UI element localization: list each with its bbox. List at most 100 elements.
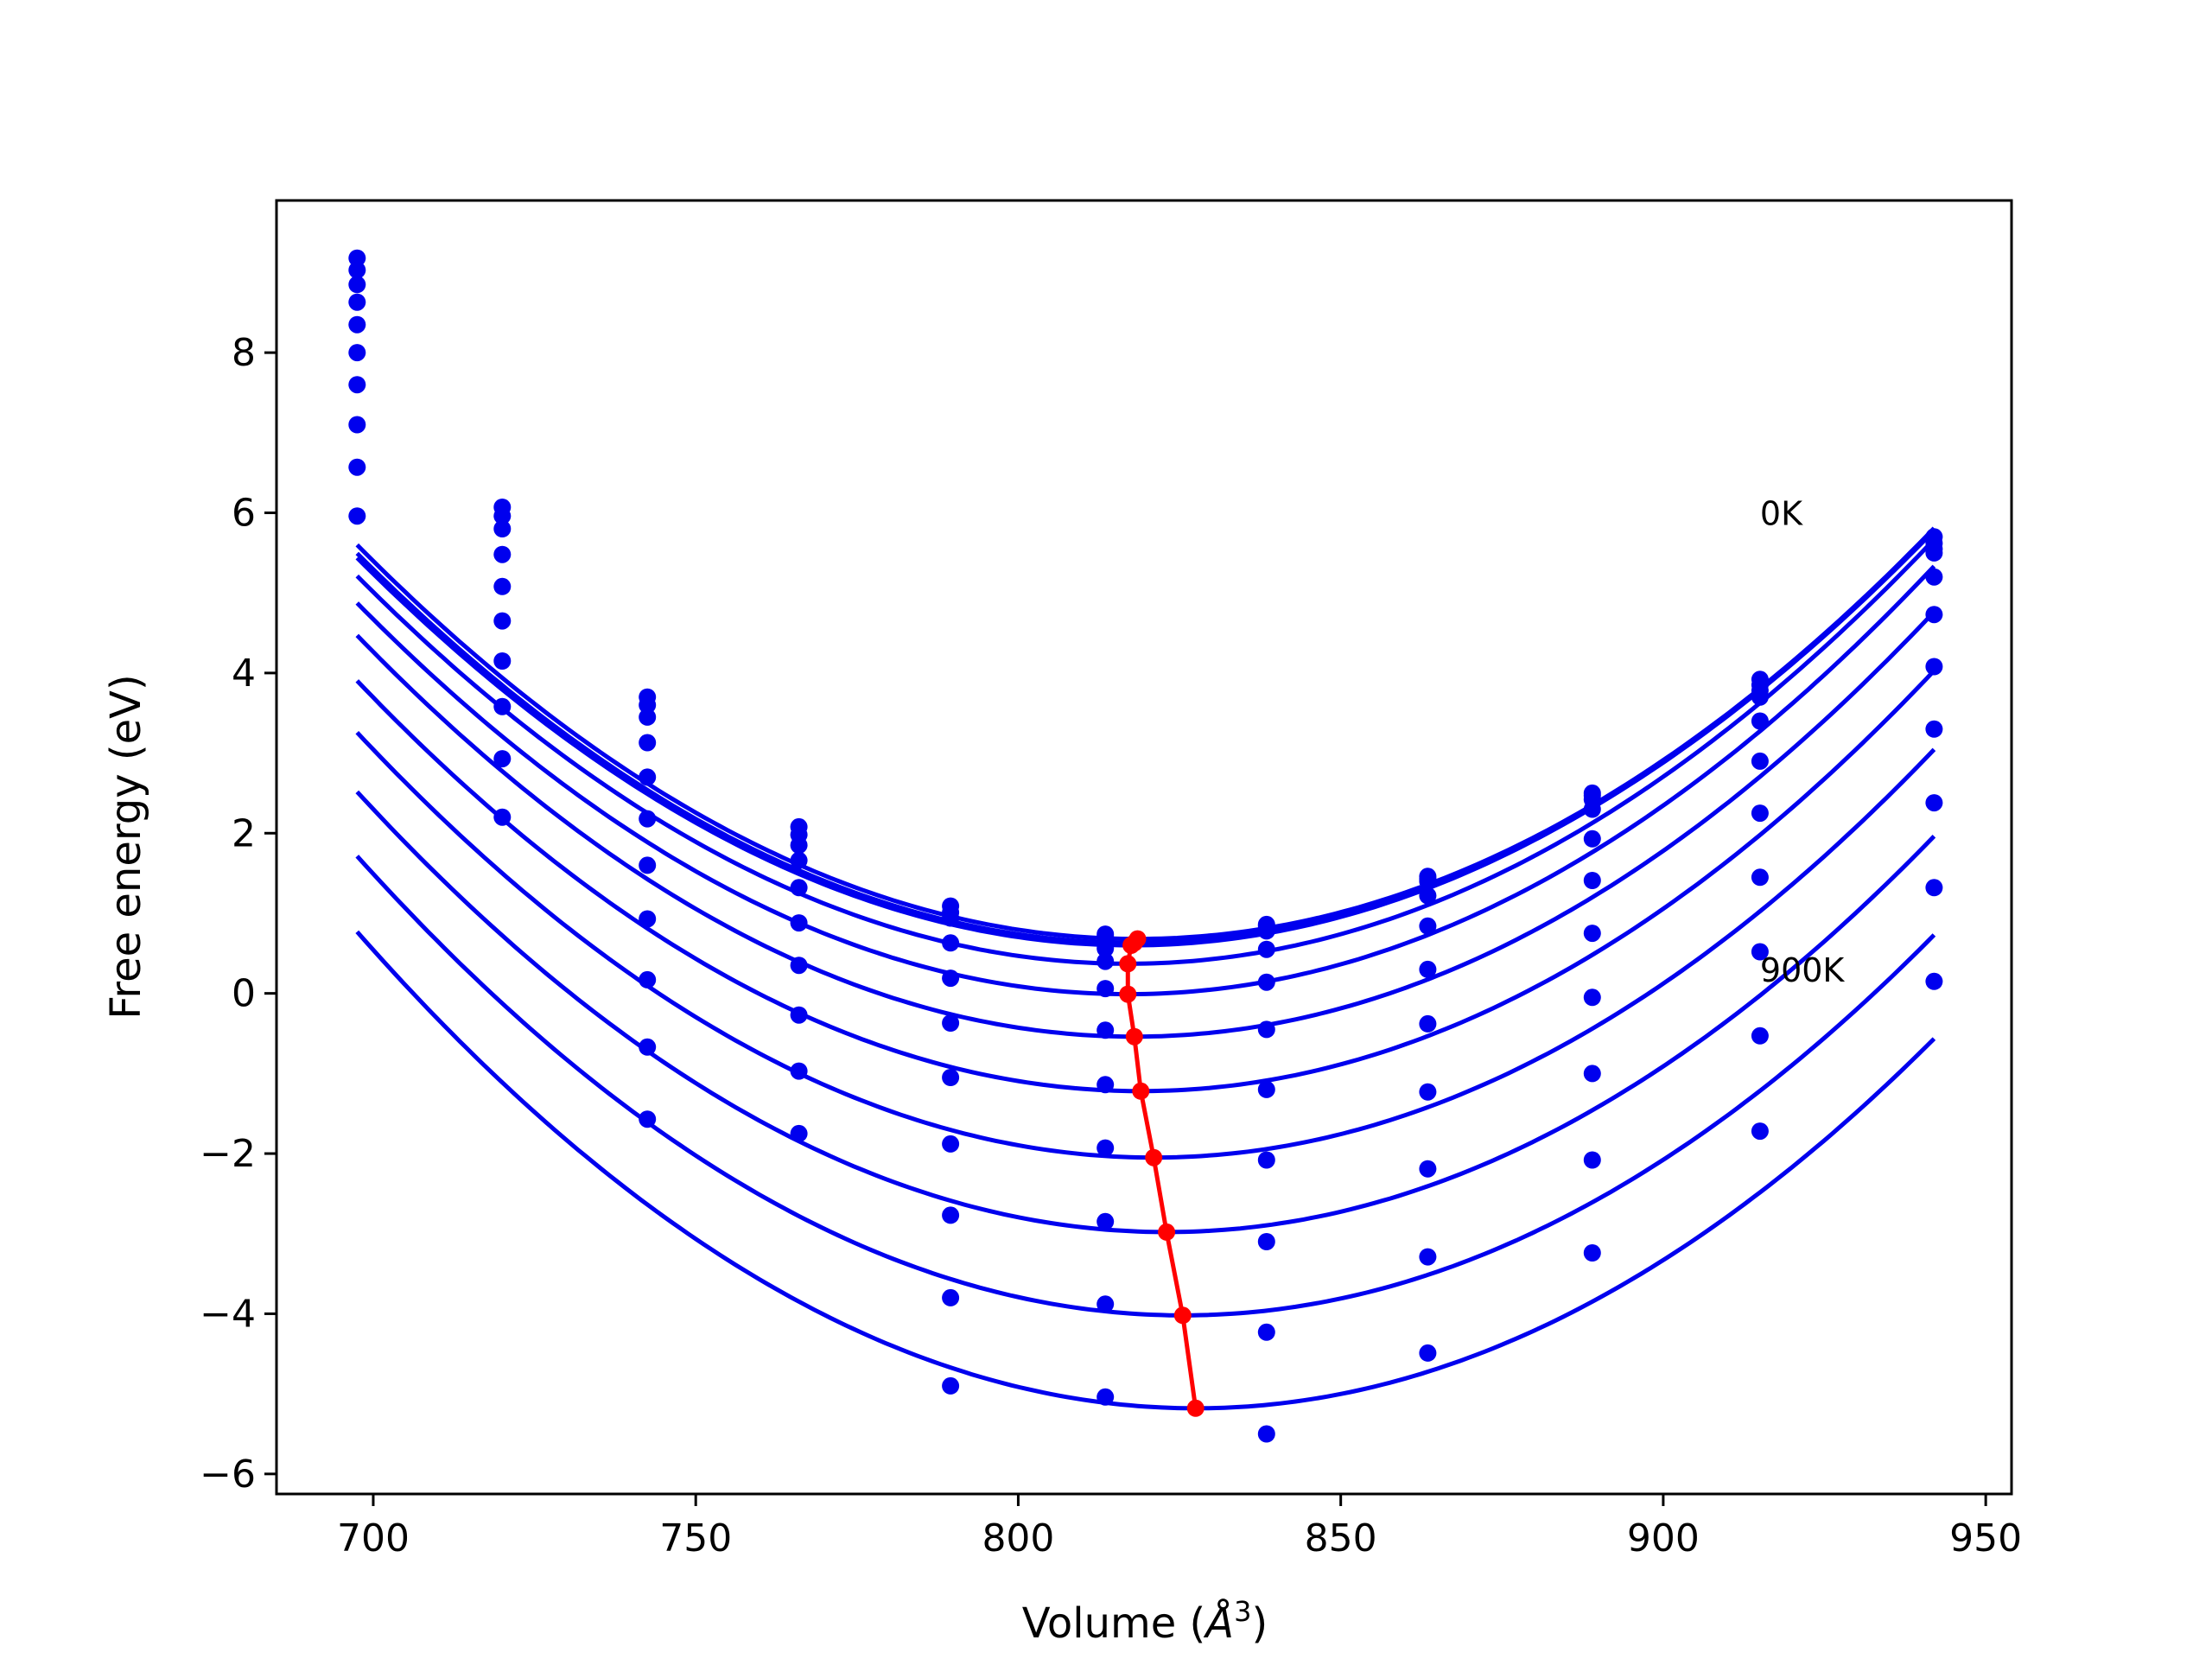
data-point-1-2: [639, 696, 657, 714]
fit-curve-9: [355, 855, 1936, 1318]
data-point-4-7: [1419, 917, 1437, 935]
data-point-8-9: [1751, 943, 1769, 961]
data-point-9-1: [493, 808, 512, 826]
data-point-5-2: [639, 810, 657, 828]
data-point-10-6: [1257, 1425, 1275, 1443]
axis-ticks: 700 750 800 850 900 950 −6 −4 −2 0 2 4 6 8: [200, 331, 2022, 1560]
x-tick-label-900: 900: [1627, 1516, 1700, 1560]
data-point-9-8: [1583, 1151, 1601, 1169]
data-point-9-2: [639, 1038, 657, 1056]
data-point-2-1: [493, 520, 512, 537]
data-point-6-9: [1751, 804, 1769, 823]
data-point-8-10: [1925, 794, 1943, 812]
data-point-9-3: [790, 1124, 808, 1142]
data-point-7-4: [942, 1135, 960, 1153]
data-point-8-8: [1583, 1065, 1601, 1083]
data-point-9-10: [1925, 879, 1943, 897]
data-point-7-8: [1583, 988, 1601, 1007]
data-point-3-0: [348, 293, 366, 311]
data-point-8-1: [493, 750, 512, 768]
data-point-3-5: [1096, 952, 1115, 970]
data-point-3-10: [1925, 543, 1943, 562]
y-tick-label-7: 8: [232, 331, 256, 375]
data-point-9-7: [1419, 1248, 1437, 1266]
data-point-7-6: [1257, 1151, 1275, 1169]
data-point-2-6: [1257, 922, 1275, 940]
data-point-5-4: [942, 1014, 960, 1032]
data-point-9-9: [1751, 1027, 1769, 1045]
data-point-4-9: [1751, 712, 1769, 730]
data-point-7-7: [1419, 1083, 1437, 1101]
y-tick-label-6: 6: [232, 492, 256, 536]
data-point-7-0: [348, 416, 366, 434]
plot-content: [348, 249, 1943, 1443]
data-point-2-3: [790, 836, 808, 855]
y-tick-label-2: −2: [200, 1132, 256, 1176]
data-point-3-4: [942, 934, 960, 952]
data-point-2-2: [639, 708, 657, 726]
data-point-3-6: [1257, 940, 1275, 958]
data-point-8-2: [639, 970, 657, 988]
y-axis-title: Free energy (eV): [102, 674, 150, 1019]
data-point-5-10: [1925, 606, 1943, 624]
data-point-4-0: [348, 315, 366, 334]
data-point-9-5: [1096, 1295, 1115, 1313]
data-point-4-6: [1257, 973, 1275, 991]
data-point-10-9: [1751, 1122, 1769, 1141]
data-point-1-1: [493, 507, 512, 525]
data-point-6-0: [348, 376, 366, 394]
data-point-2-5: [1096, 939, 1115, 957]
data-point-2-7: [1419, 872, 1437, 890]
x-tick-label-750: 750: [659, 1516, 732, 1560]
data-point-8-6: [1257, 1233, 1275, 1250]
fit-curve-2: [355, 526, 1936, 948]
data-point-9-6: [1257, 1323, 1275, 1341]
data-point-3-8: [1583, 800, 1601, 818]
data-point-7-3: [790, 1006, 808, 1024]
data-point-5-0: [348, 344, 366, 362]
x-axis-title: Volume (Å3): [1022, 1595, 1268, 1648]
data-point-4-2: [639, 768, 657, 786]
minimum-point-3: [1119, 955, 1137, 973]
data-point-8-3: [790, 1062, 808, 1080]
data-point-3-9: [1751, 688, 1769, 706]
data-point-3-3: [790, 851, 808, 869]
data-point-10-7: [1419, 1344, 1437, 1362]
data-point-5-1: [493, 612, 512, 630]
data-point-7-5: [1096, 1139, 1115, 1157]
data-point-4-5: [1096, 980, 1115, 998]
data-point-6-3: [790, 957, 808, 975]
data-point-8-0: [348, 458, 366, 476]
data-point-6-10: [1925, 658, 1943, 676]
x-tick-label-950: 950: [1949, 1516, 2022, 1560]
y-tick-label-4: 2: [232, 811, 256, 855]
data-point-0-0: [348, 249, 366, 267]
y-tick-label-3: 0: [232, 972, 256, 1016]
data-point-3-7: [1419, 887, 1437, 905]
data-point-5-3: [790, 914, 808, 932]
minimum-point-7: [1145, 1148, 1163, 1166]
data-point-3-2: [639, 734, 657, 752]
data-point-7-9: [1751, 868, 1769, 887]
data-point-6-4: [942, 1069, 960, 1086]
y-tick-label-1: −4: [200, 1292, 256, 1336]
minimum-point-5: [1125, 1027, 1143, 1046]
data-point-7-10: [1925, 720, 1943, 738]
data-point-8-4: [942, 1206, 960, 1224]
fit-curve-4: [355, 564, 1936, 997]
data-point-10-5: [1096, 1388, 1115, 1406]
data-point-6-7: [1419, 1014, 1437, 1033]
x-tick-label-700: 700: [337, 1516, 410, 1560]
data-point-5-8: [1583, 872, 1601, 889]
data-point-4-3: [790, 879, 808, 897]
fit-curve-5: [355, 610, 1936, 1039]
data-point-6-8: [1583, 925, 1601, 943]
data-point-9-4: [942, 1288, 960, 1306]
data-point-10-8: [1583, 1244, 1601, 1262]
data-point-4-10: [1925, 568, 1943, 586]
y-tick-label-0: −6: [200, 1452, 256, 1497]
data-point-10-10: [1925, 972, 1943, 990]
data-point-6-6: [1257, 1080, 1275, 1098]
